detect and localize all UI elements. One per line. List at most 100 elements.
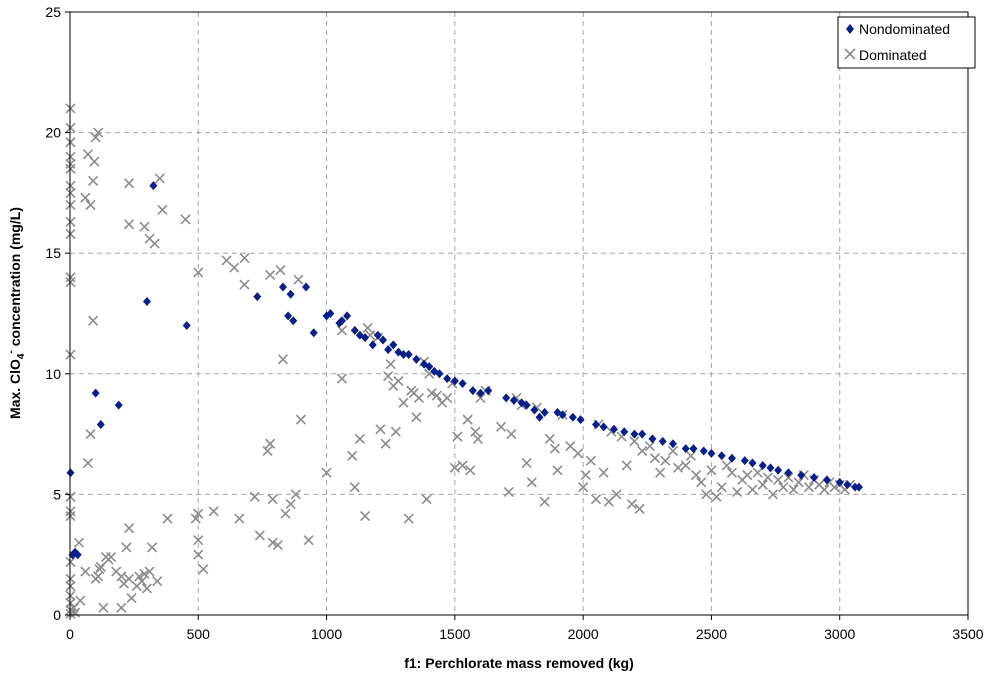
dominated-point — [70, 607, 81, 618]
dominated-point — [141, 583, 153, 594]
x-axis-title: f1: Perchlorate mass removed (kg) — [404, 655, 634, 671]
dominated-point — [634, 503, 645, 514]
dominated-point — [65, 597, 76, 609]
y-tick-label: 10 — [45, 366, 61, 382]
nondominated-point — [522, 400, 531, 410]
dominated-point — [398, 397, 409, 408]
dominated-point — [585, 455, 596, 466]
dominated-point — [65, 556, 76, 568]
dominated-point — [778, 482, 789, 493]
nondominated-point — [658, 436, 667, 446]
x-tick-label: 3000 — [824, 626, 855, 642]
nondominated-point — [114, 400, 123, 410]
legend-label-dominated: Dominated — [859, 47, 927, 63]
x-tick-label: 1000 — [311, 626, 342, 642]
nondominated-point — [289, 316, 298, 326]
nondominated-point — [822, 475, 831, 485]
dominated-point — [254, 530, 265, 541]
dominated-point — [152, 576, 163, 587]
nondominated-point — [379, 335, 388, 345]
y-tick-label: 15 — [45, 245, 61, 261]
nondominated-point — [450, 376, 459, 386]
nondominated-point — [343, 311, 352, 321]
nondominated-point — [149, 181, 158, 191]
dominated-point — [470, 426, 481, 437]
dominated-point — [82, 457, 94, 469]
dominated-point — [711, 491, 722, 502]
dominated-point — [65, 277, 76, 288]
nondominated-point — [748, 458, 757, 468]
nondominated-point — [784, 468, 793, 478]
nondominated-point — [717, 451, 726, 461]
dominated-point — [65, 122, 76, 133]
dominated-point — [65, 216, 76, 227]
nondominated-point — [758, 460, 767, 470]
dominated-point — [65, 137, 76, 148]
dominated-point — [819, 484, 830, 495]
dominated-point — [208, 506, 219, 517]
nondominated-point — [843, 480, 852, 490]
dominated-point — [767, 489, 779, 500]
legend-label-nondominated: Nondominated — [859, 21, 950, 37]
nondominated-point — [253, 292, 262, 302]
dominated-point — [452, 431, 463, 442]
dominated-point — [190, 513, 201, 524]
nondominated-point — [286, 289, 295, 299]
dominated-point — [88, 175, 99, 186]
dominated-point — [277, 354, 289, 365]
dominated-point — [265, 269, 276, 280]
nondominated-point — [182, 321, 191, 331]
nondominated-point — [630, 429, 639, 439]
nondominated-point — [73, 550, 82, 560]
dominated-point — [380, 438, 391, 449]
nondominated-point — [707, 448, 716, 458]
nondominated-point — [540, 407, 549, 417]
dominated-point — [193, 549, 204, 560]
nondominated-point — [766, 463, 775, 473]
dominated-point — [85, 429, 96, 440]
dominated-point — [75, 595, 86, 606]
nondominated-point — [350, 325, 359, 335]
dominated-point — [98, 602, 109, 613]
dominated-point — [721, 460, 732, 471]
plot-area-frame — [69, 11, 969, 616]
dominated-point — [690, 470, 702, 481]
dominated-point — [290, 489, 301, 500]
dominated-point — [134, 571, 145, 582]
dominated-point — [90, 132, 101, 143]
dominated-point — [267, 494, 278, 505]
dominated-point — [411, 412, 422, 423]
dominated-point — [354, 433, 365, 444]
nondominated-point — [389, 340, 398, 350]
nondominated-point — [797, 470, 806, 480]
nondominated-point — [558, 410, 567, 420]
dominated-point — [198, 564, 209, 575]
dominated-point — [578, 482, 589, 493]
nondominated-point — [326, 309, 335, 318]
dominated-point — [706, 465, 717, 476]
dominated-point — [696, 477, 707, 488]
x-tick-label: 2500 — [696, 626, 727, 642]
y-tick-label: 25 — [45, 4, 61, 20]
dominated-point — [272, 539, 283, 551]
dominated-point — [249, 491, 260, 502]
nondominated-point — [740, 456, 749, 466]
dominated-point — [803, 482, 814, 493]
nondominated-point — [443, 374, 452, 384]
dominated-point — [139, 221, 150, 232]
dominated-point — [193, 535, 204, 546]
dominated-point — [747, 484, 758, 495]
dominated-point — [655, 467, 666, 478]
dominated-point — [752, 467, 763, 478]
dominated-point — [147, 542, 158, 553]
dominated-point — [229, 262, 240, 273]
dominated-point — [295, 414, 306, 425]
nondominated-point — [576, 415, 585, 425]
dominated-point — [65, 580, 76, 592]
x-tick-label: 1500 — [439, 626, 470, 642]
dominated-point — [626, 498, 637, 510]
dominated-point — [611, 489, 622, 500]
dominated-point — [149, 238, 160, 249]
dominated-point — [716, 482, 727, 493]
dominated-point — [349, 482, 360, 493]
